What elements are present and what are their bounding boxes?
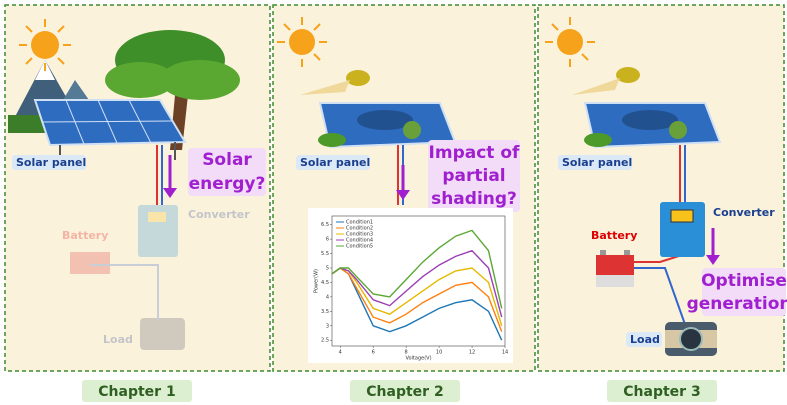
camera	[665, 322, 717, 356]
question-text: Impact of	[429, 143, 520, 163]
solar-panel-label: Solar panel	[562, 156, 632, 169]
battery	[596, 250, 634, 287]
y-tick-label: 4	[326, 294, 329, 300]
question-text: partial	[442, 166, 505, 186]
question-text: generation?	[687, 294, 787, 314]
y-tick-label: 3.5	[321, 309, 329, 315]
converter-label: Converter	[188, 208, 250, 221]
solar-panel-label: Solar panel	[16, 156, 86, 169]
sun	[19, 19, 71, 71]
battery-label: Battery	[591, 229, 637, 242]
y-tick-label: 6.5	[321, 222, 329, 228]
y-tick-label: 6	[326, 237, 329, 243]
question-text: Solar	[202, 150, 252, 170]
x-tick-label: 4	[339, 350, 342, 356]
chapter-label: Chapter 1	[98, 384, 175, 400]
legend-label: Condition5	[346, 244, 373, 250]
x-tick-label: 10	[436, 350, 442, 356]
chapter-label: Chapter 2	[366, 384, 443, 400]
y-tick-label: 4.5	[321, 280, 329, 286]
load-label: Load	[103, 333, 133, 346]
converter	[660, 202, 705, 257]
converter-label: Converter	[713, 206, 775, 219]
solar-panel-label: Solar panel	[300, 156, 370, 169]
diagram: Chapter 1 Chapter 2 Chapter 3 Solar pane…	[0, 0, 787, 405]
solar-panel	[584, 103, 720, 147]
question-text: energy?	[189, 174, 266, 194]
question-text: shading?	[431, 189, 517, 209]
chapter-label: Chapter 3	[623, 384, 700, 400]
battery-label: Battery	[62, 229, 108, 242]
x-axis-label: Voltage(V)	[405, 356, 431, 362]
x-tick-label: 14	[502, 350, 508, 356]
y-axis-label: Power(W)	[314, 269, 320, 293]
x-tick-label: 12	[469, 350, 475, 356]
y-tick-label: 2.5	[321, 338, 329, 344]
y-tick-label: 3	[326, 323, 329, 329]
y-tick-label: 5.5	[321, 251, 329, 257]
inset-background	[308, 208, 513, 363]
x-tick-label: 6	[372, 350, 375, 356]
question-text: Optimise	[701, 271, 787, 291]
y-tick-label: 5	[326, 266, 329, 272]
load-label: Load	[630, 333, 660, 346]
